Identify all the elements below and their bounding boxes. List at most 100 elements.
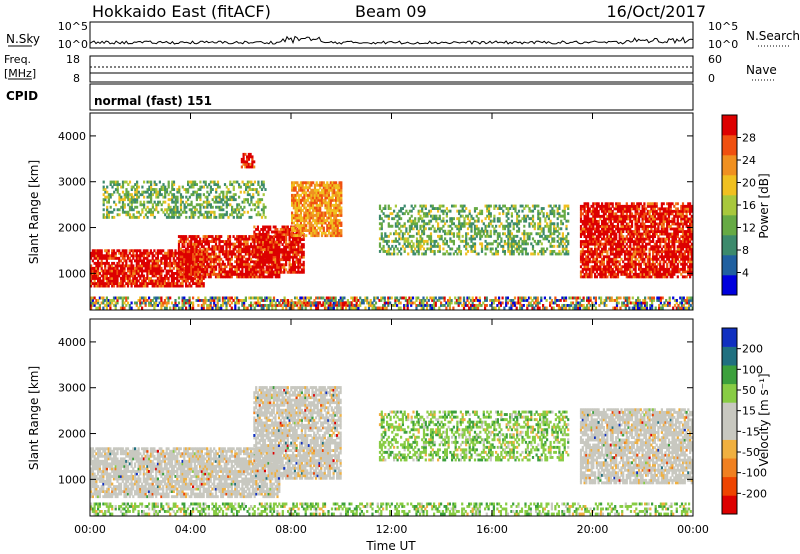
echo-cell — [302, 253, 305, 257]
echo-cell — [156, 279, 159, 283]
echo-cell — [174, 198, 177, 202]
echo-cell — [188, 270, 191, 274]
echo-cell — [130, 261, 133, 265]
echo-cell — [533, 252, 536, 256]
echo-cell — [260, 208, 264, 212]
echo-cell — [296, 183, 299, 187]
echo-cell — [634, 257, 637, 261]
echo-cell — [202, 260, 205, 264]
echo-cell — [558, 227, 561, 231]
echo-cell — [272, 260, 275, 264]
echo-cell — [459, 224, 462, 228]
echo-cell — [630, 232, 634, 236]
echo-cell — [116, 266, 119, 270]
echo-cell — [283, 248, 286, 252]
echo-cell — [503, 232, 506, 236]
echo-cell — [588, 237, 591, 241]
echo-cell — [303, 219, 306, 222]
echo-cell — [319, 226, 322, 230]
echo-cell — [327, 186, 331, 190]
echo-cell — [615, 227, 618, 231]
echo-cell — [245, 188, 248, 191]
echo-cell — [149, 249, 152, 253]
echo-cell — [412, 207, 415, 210]
echo-cell — [608, 267, 611, 271]
echo-cell — [599, 240, 602, 243]
echo-cell — [398, 222, 401, 226]
echo-cell — [116, 249, 119, 253]
echo-cell — [269, 238, 272, 241]
echo-cell — [310, 221, 313, 225]
echo-cell — [556, 252, 559, 256]
echo-cell — [276, 258, 279, 262]
echo-cell — [285, 235, 288, 239]
echo-cell — [262, 210, 265, 214]
echo-cell — [333, 181, 336, 185]
echo-cell — [581, 270, 584, 274]
echo-cell — [255, 272, 258, 276]
echo-cell — [301, 198, 304, 202]
echo-cell — [463, 239, 466, 243]
echo-cell — [630, 204, 634, 208]
echo-cell — [565, 239, 568, 243]
echo-cell — [111, 261, 114, 265]
echo-cell — [620, 237, 623, 241]
echo-cell — [199, 180, 202, 184]
echo-cell — [125, 274, 128, 278]
echo-cell — [592, 227, 595, 231]
echo-cell — [288, 250, 291, 254]
echo-cell — [253, 208, 256, 212]
echo-cell — [310, 216, 313, 220]
echo-cell — [172, 251, 175, 255]
echo-cell — [165, 284, 168, 288]
echo-cell — [521, 247, 524, 251]
echo-cell — [638, 267, 641, 271]
echo-cell — [599, 270, 602, 274]
echo-cell — [134, 279, 137, 283]
echo-cell — [526, 232, 529, 236]
echo-cell — [315, 198, 318, 202]
echo-cell — [251, 157, 254, 161]
echo-cell — [172, 277, 175, 280]
echo-cell — [220, 247, 223, 251]
echo-cell — [192, 279, 195, 283]
echo-cell — [188, 262, 191, 266]
echo-cell — [435, 217, 438, 221]
echo-cell — [528, 234, 531, 238]
echo-cell — [270, 265, 274, 269]
echo-cell — [594, 214, 597, 218]
echo-cell — [393, 232, 396, 236]
echo-cell — [271, 272, 274, 276]
echo-cell — [539, 227, 542, 231]
echo-cell — [213, 257, 216, 261]
echo-cell — [398, 250, 401, 253]
echo-cell — [378, 217, 382, 221]
echo-cell — [209, 275, 212, 279]
echo-cell — [561, 222, 564, 226]
echo-cell — [90, 282, 93, 285]
echo-cell — [232, 242, 235, 246]
echo-cell — [629, 255, 632, 259]
echo-cell — [465, 232, 468, 236]
echo-cell — [632, 245, 635, 249]
echo-cell — [512, 222, 515, 226]
echo-cell — [114, 282, 117, 285]
echo-cell — [517, 252, 521, 256]
echo-cell — [165, 254, 168, 258]
echo-cell — [256, 263, 259, 267]
echo-cell — [599, 262, 602, 266]
echo-cell — [327, 214, 331, 217]
echo-cell — [442, 209, 445, 213]
echo-cell — [283, 263, 286, 267]
echo-cell — [611, 260, 614, 264]
echo-cell — [260, 243, 263, 246]
echo-cell — [433, 227, 436, 231]
echo-cell — [638, 265, 641, 269]
echo-cell — [244, 252, 247, 256]
echo-cell — [204, 270, 207, 274]
echo-cell — [245, 183, 248, 186]
echo-cell — [114, 180, 118, 184]
echo-cell — [634, 212, 637, 216]
echo-cell — [292, 255, 295, 259]
echo-cell — [581, 242, 584, 246]
